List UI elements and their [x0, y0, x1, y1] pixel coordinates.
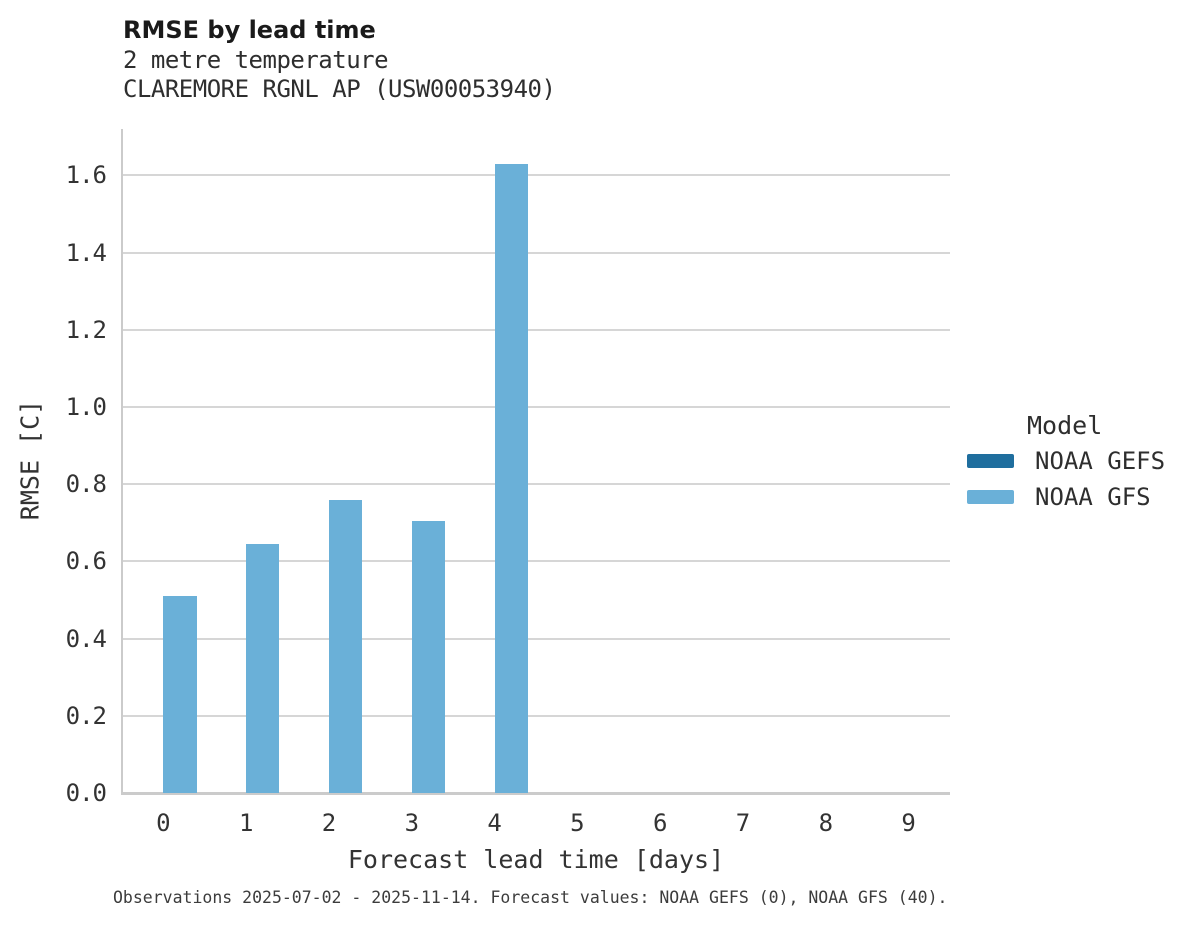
x-tick-label: 4 — [487, 809, 502, 837]
legend-entry-noaa-gefs: NOAA GEFS — [967, 443, 1188, 478]
bar-noaa-gfs-day-0 — [163, 596, 197, 793]
y-tick-label: 0.8 — [65, 470, 107, 499]
legend-entry-label: NOAA GEFS — [1035, 446, 1166, 475]
y-axis-line — [121, 129, 123, 795]
y-tick-label: 1.6 — [65, 161, 107, 190]
x-tick-label: 3 — [404, 809, 420, 837]
y-tick-label: 1.4 — [65, 238, 107, 267]
legend-entry-noaa-gfs: NOAA GFS — [967, 479, 1188, 514]
legend-entry-label: NOAA GFS — [1035, 482, 1151, 511]
legend: Model NOAA GEFS NOAA GFS — [967, 410, 1188, 514]
gridline — [122, 251, 950, 254]
gridline — [122, 560, 950, 563]
x-tick-label: 7 — [735, 809, 751, 837]
chart-subtitle-variable: 2 metre temperature — [123, 46, 389, 74]
legend-swatch-noaa-gfs-icon — [967, 489, 1014, 504]
x-tick-label: 1 — [238, 809, 254, 837]
gridline — [122, 483, 950, 486]
x-tick-label: 9 — [901, 809, 916, 837]
chart-title: RMSE by lead time — [123, 16, 376, 44]
gridline — [122, 714, 950, 717]
bar-noaa-gfs-day-1 — [246, 544, 280, 793]
gridline — [122, 637, 950, 640]
gridline — [122, 405, 950, 408]
y-tick-label: 0.4 — [65, 624, 107, 653]
bar-noaa-gfs-day-4 — [494, 163, 528, 793]
bar-noaa-gfs-day-3 — [411, 520, 445, 793]
legend-title: Model — [1027, 411, 1103, 440]
y-tick-label: 1.0 — [65, 392, 107, 421]
y-tick-label: 0.6 — [65, 547, 107, 576]
caption: Observations 2025-07-02 - 2025-11-14. Fo… — [113, 888, 948, 907]
x-tick-label: 8 — [818, 809, 834, 837]
gridline — [122, 174, 950, 177]
chart-subtitle-station: CLAREMORE RGNL AP (USW00053940) — [123, 75, 556, 103]
x-axis-line — [122, 792, 950, 795]
x-tick-label: 0 — [156, 809, 171, 837]
x-tick-label: 2 — [321, 809, 337, 837]
chart-header: RMSE by lead time 2 metre temperature CL… — [123, 14, 556, 104]
bar-noaa-gfs-day-2 — [329, 499, 363, 793]
y-tick-label: 0.2 — [65, 701, 107, 730]
y-tick-label: 0.0 — [65, 779, 107, 807]
gridline — [122, 328, 950, 331]
y-tick-label: 1.2 — [65, 315, 107, 344]
x-tick-label: 5 — [570, 809, 585, 837]
legend-swatch-noaa-gefs-icon — [967, 453, 1014, 468]
x-tick-label: 6 — [652, 809, 668, 837]
x-axis-title: Forecast lead time [days] — [347, 845, 725, 874]
